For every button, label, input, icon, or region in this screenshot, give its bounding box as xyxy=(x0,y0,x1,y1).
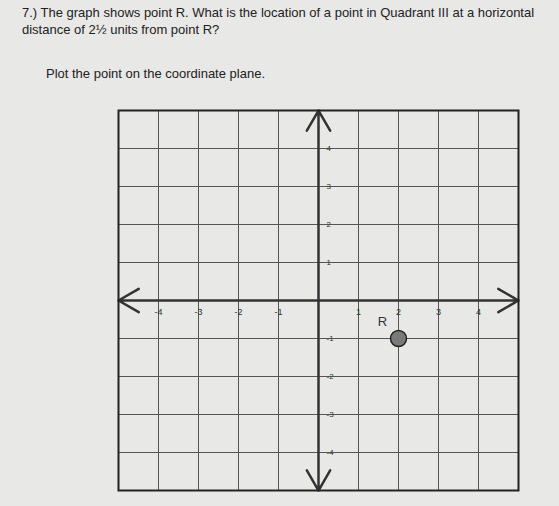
svg-text:2: 2 xyxy=(396,307,401,317)
svg-text:-3: -3 xyxy=(194,307,202,317)
svg-text:-1: -1 xyxy=(327,334,335,343)
svg-text:2: 2 xyxy=(327,220,332,229)
svg-text:1: 1 xyxy=(327,258,332,267)
svg-text:4: 4 xyxy=(327,144,332,153)
svg-text:-1: -1 xyxy=(274,307,282,317)
svg-text:1: 1 xyxy=(356,307,361,317)
svg-text:-4: -4 xyxy=(327,448,335,457)
html-text:Plot the point on the coordina: Plot the point on the coordinate plane. xyxy=(46,66,265,81)
svg-text:4: 4 xyxy=(476,307,481,317)
svg-text:3: 3 xyxy=(436,307,441,317)
svg-text:-2: -2 xyxy=(327,372,335,381)
svg-text:R: R xyxy=(378,314,387,329)
svg-text:-4: -4 xyxy=(154,307,162,317)
svg-text:3: 3 xyxy=(327,182,332,191)
html-text:7.) The graph shows point R. W: 7.) The graph shows point R. What is the… xyxy=(22,5,535,37)
svg-text:-3: -3 xyxy=(327,410,335,419)
svg-text:-2: -2 xyxy=(234,307,242,317)
